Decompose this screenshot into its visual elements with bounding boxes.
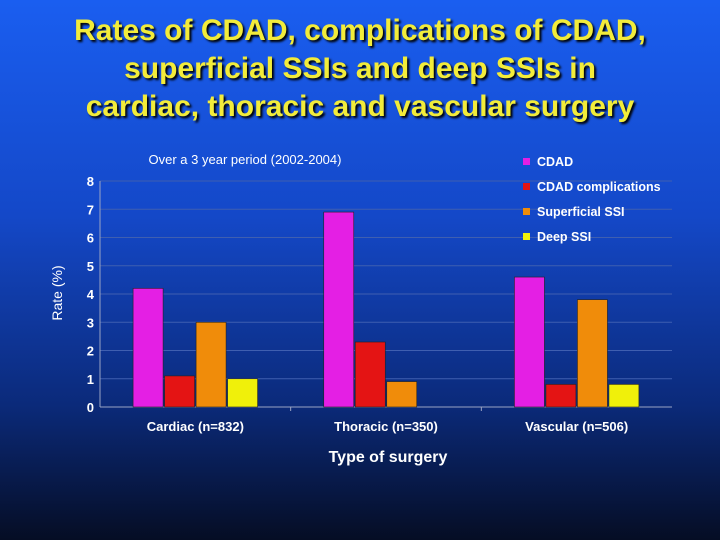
legend-label: CDAD complications (537, 180, 661, 194)
y-tick-label: 3 (87, 315, 94, 330)
bar-cdad-complications (354, 341, 386, 408)
slide-title: Rates of CDAD, complications of CDAD, su… (20, 12, 700, 126)
bar-superficial-ssi (386, 381, 418, 408)
y-tick-label: 4 (87, 287, 95, 302)
y-tick-labels: 0 1 2 3 4 5 6 7 8 (87, 174, 95, 415)
bar-deep-ssi (227, 378, 258, 408)
bar-cdad-complications (545, 384, 577, 408)
y-tick-label: 5 (87, 259, 94, 274)
x-tick-label: Cardiac (n=832) (147, 419, 244, 434)
bar-deep-ssi (608, 384, 640, 408)
gridlines (99, 180, 672, 411)
bar-cdad (514, 276, 545, 408)
x-tick-labels: Cardiac (n=832) Thoracic (n=350) Vascular … (147, 419, 628, 434)
x-tick-label: Vascular (n=506) (525, 419, 628, 434)
legend-label: Deep SSI (537, 230, 591, 244)
bar-superficial-ssi (195, 321, 227, 408)
legend-swatch (523, 233, 530, 240)
y-axis-label: Rate (%) (49, 265, 65, 320)
bar-cdad-complications (164, 375, 195, 408)
legend-label: CDAD (537, 155, 573, 169)
bar-cdad (132, 288, 164, 408)
legend-label: Superficial SSI (537, 205, 625, 219)
x-tick-label: Thoracic (n=350) (334, 419, 438, 434)
slide-title-line-3: cardiac, thoracic and vascular surgery (85, 90, 635, 123)
bars (132, 211, 640, 408)
x-axis-label: Type of surgery (329, 449, 448, 466)
legend-swatch (523, 183, 530, 190)
legend: CDAD CDAD complications Superficial SSI Dee… (523, 155, 661, 244)
legend-swatch (523, 208, 530, 215)
bar-superficial-ssi (577, 299, 608, 408)
chart-subtitle: Over a 3 year period (2002-2004) (149, 152, 342, 167)
slide-title-line-1: Rates of CDAD, complications of CDAD, (74, 14, 646, 47)
y-tick-label: 2 (87, 344, 94, 359)
y-tick-label: 7 (87, 202, 94, 217)
slide-title-line-2: superficial SSIs and deep SSIs in (124, 52, 596, 85)
legend-swatch (523, 158, 530, 165)
bar-cdad (323, 211, 355, 408)
y-tick-label: 8 (87, 174, 94, 189)
y-tick-label: 1 (87, 372, 94, 387)
y-tick-label: 0 (87, 400, 94, 415)
y-tick-label: 6 (87, 231, 94, 246)
